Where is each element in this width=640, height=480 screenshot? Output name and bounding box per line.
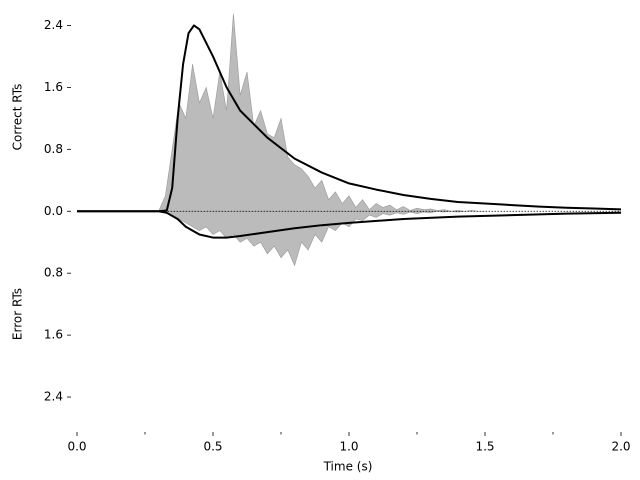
y-axis-label-bottom: Error RTs [11,288,25,340]
model-curve [77,24,622,213]
y-axis-label-top: Correct RTs [11,84,25,151]
y-tick-label: 1.6 [44,80,63,94]
histogram-area [158,210,485,267]
y-tick-label: 1.6 [44,328,63,342]
histogram-area [158,13,485,212]
y-tick-label: 0.0 [44,204,63,218]
x-tick-label: 1.0 [339,440,358,454]
x-axis-label: Time (s) [323,460,373,474]
y-tick-label: 2.4 [44,390,63,404]
x-tick-label: 1.5 [475,440,494,454]
x-tick-label: 0.5 [203,440,222,454]
y-tick-label: 0.8 [44,142,63,156]
x-tick-label: 2.0 [611,440,630,454]
y-tick-label: 2.4 [44,18,63,32]
y-tick-label: 0.8 [44,266,63,280]
x-tick-label: 0.0 [67,440,86,454]
model-curve [77,210,622,239]
